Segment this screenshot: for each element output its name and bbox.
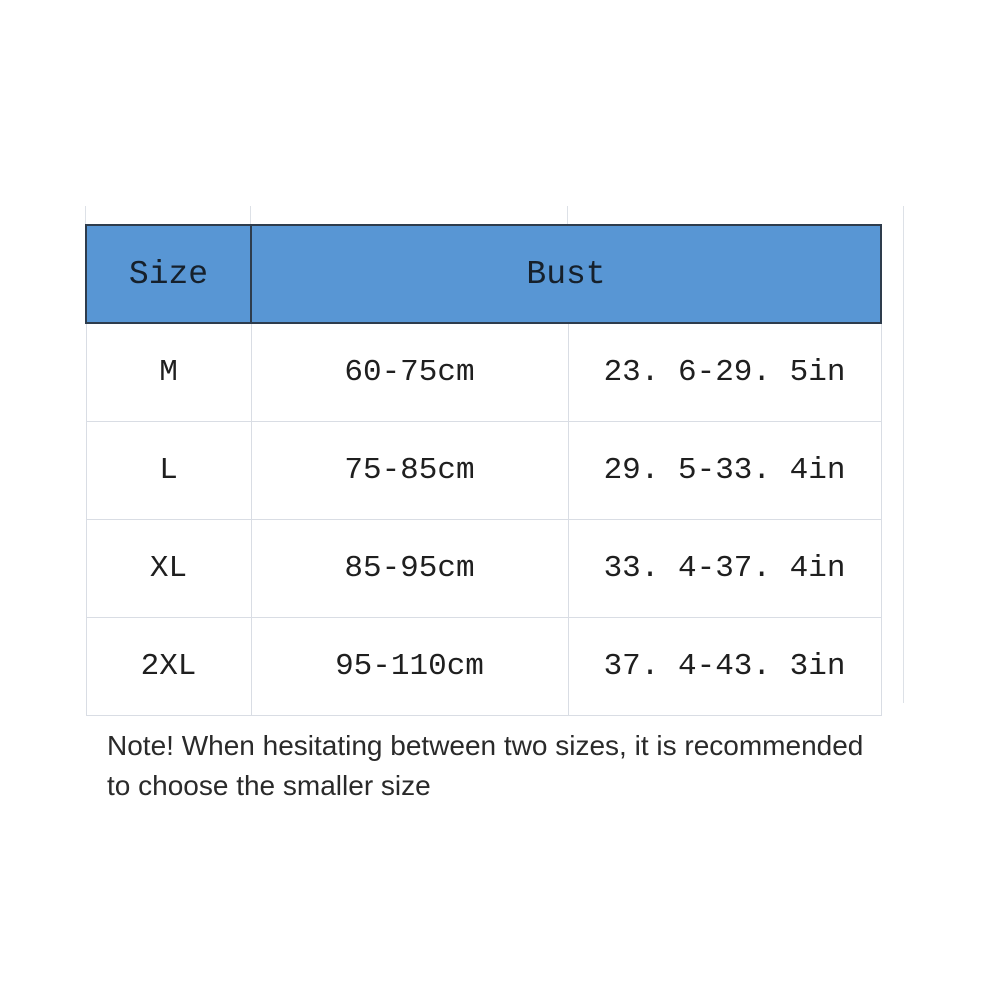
grid-artifact-line: [85, 206, 86, 224]
grid-artifact-line: [250, 206, 251, 224]
size-cell: 2XL: [85, 617, 252, 716]
sizing-note-line2: to choose the smaller size: [107, 770, 431, 801]
bust-cm-cell: 85-95cm: [250, 519, 569, 618]
bust-in-cell: 37. 4-43. 3in: [567, 617, 882, 716]
bust-in-cell: 33. 4-37. 4in: [567, 519, 882, 618]
header-row: Size Bust: [85, 224, 882, 324]
header-size-cell: Size: [85, 224, 252, 324]
table-row: 2XL 95-110cm 37. 4-43. 3in: [85, 617, 882, 716]
bust-in-cell: 23. 6-29. 5in: [567, 322, 882, 422]
bust-cm-cell: 75-85cm: [250, 421, 569, 520]
size-cell: L: [85, 421, 252, 520]
bust-cm-cell: 60-75cm: [250, 322, 569, 422]
sizing-note: Note! When hesitating between two sizes,…: [107, 726, 907, 806]
header-bust-cell: Bust: [250, 224, 882, 324]
bust-cm-cell: 95-110cm: [250, 617, 569, 716]
table-row: XL 85-95cm 33. 4-37. 4in: [85, 519, 882, 618]
sizing-note-line1: Note! When hesitating between two sizes,…: [107, 730, 864, 761]
size-cell: XL: [85, 519, 252, 618]
bust-in-cell: 29. 5-33. 4in: [567, 421, 882, 520]
table-row: L 75-85cm 29. 5-33. 4in: [85, 421, 882, 520]
grid-artifact-line: [567, 206, 568, 224]
size-cell: M: [85, 322, 252, 422]
size-chart-table: Size Bust M 60-75cm 23. 6-29. 5in L 75-8…: [85, 224, 882, 716]
grid-artifact-line: [903, 206, 904, 703]
table-row: M 60-75cm 23. 6-29. 5in: [85, 322, 882, 422]
